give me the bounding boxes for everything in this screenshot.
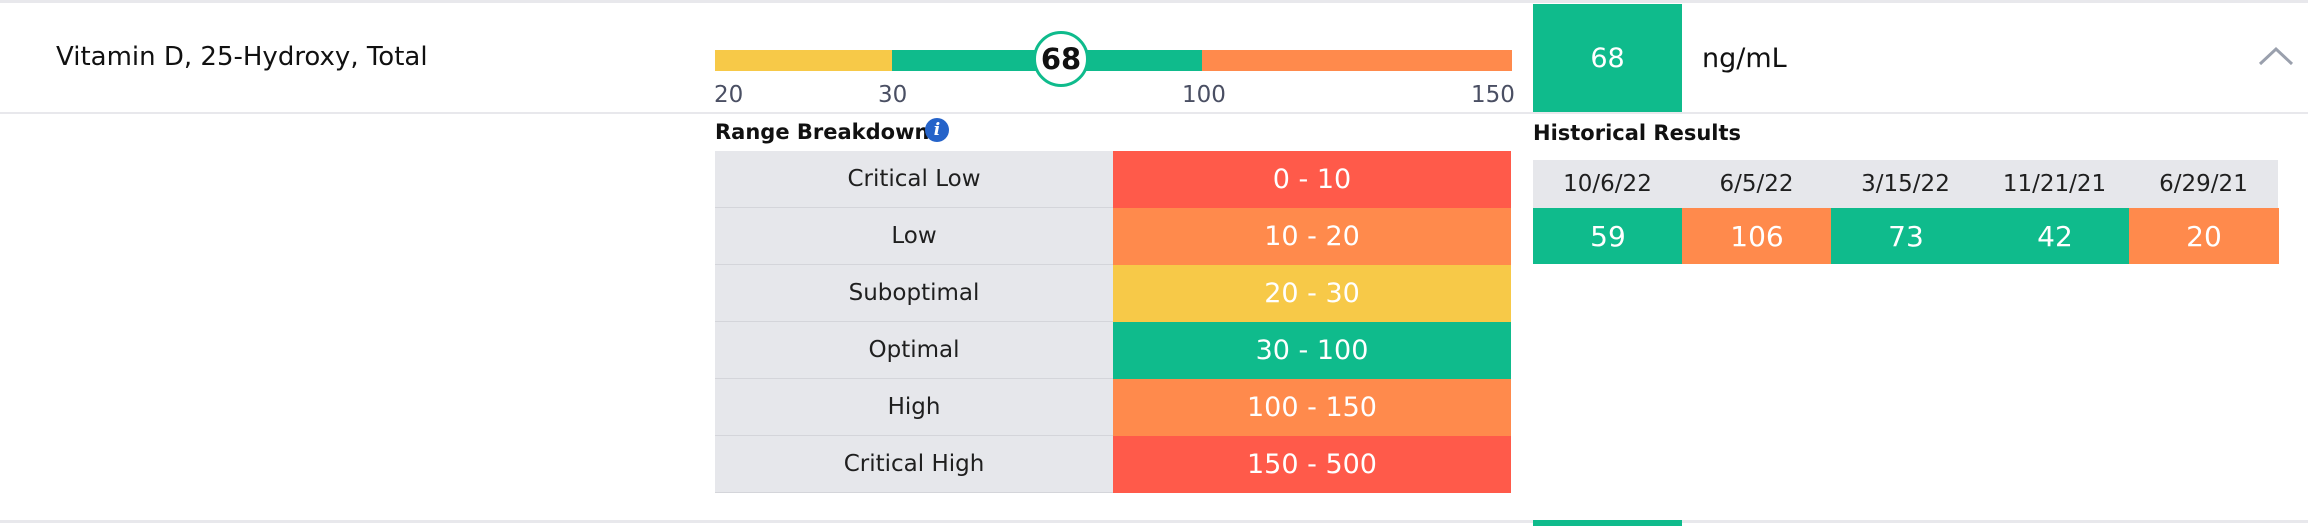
unit-label: ng/mL [1702, 43, 1787, 74]
history-value: 106 [1682, 208, 1832, 264]
range-value: 150 - 500 [1113, 436, 1511, 493]
history-value: 73 [1831, 208, 1981, 264]
range-value: 0 - 10 [1113, 151, 1511, 208]
next-value-box [1533, 520, 1682, 526]
history-value: 42 [1980, 208, 2130, 264]
range-label: Low [715, 208, 1113, 265]
history-value: 20 [2129, 208, 2279, 264]
history-date: 11/21/21 [1980, 160, 2129, 208]
range-value: 100 - 150 [1113, 379, 1511, 436]
biomarker-name: Vitamin D, 25-Hydroxy, Total [56, 42, 428, 72]
value-marker: 68 [1033, 31, 1089, 87]
range-label: Suboptimal [715, 265, 1113, 322]
history-date: 10/6/22 [1533, 160, 1682, 208]
range-value: 20 - 30 [1113, 265, 1511, 322]
history-date: 6/29/21 [2129, 160, 2278, 208]
info-icon[interactable]: i [925, 118, 949, 142]
tick-label: 150 [1471, 82, 1515, 108]
top-divider [0, 0, 2308, 3]
history-value: 59 [1533, 208, 1683, 264]
range-segment-high [1202, 50, 1512, 71]
bottom-divider [0, 520, 2308, 523]
tick-label: 20 [714, 82, 744, 108]
historical-results-title: Historical Results [1533, 121, 1742, 145]
chevron-up-icon[interactable] [2256, 42, 2296, 70]
range-label: Optimal [715, 322, 1113, 379]
tick-label: 100 [1182, 82, 1226, 108]
range-value: 10 - 20 [1113, 208, 1511, 265]
history-date: 6/5/22 [1682, 160, 1831, 208]
range-label: Critical Low [715, 151, 1113, 208]
history-date: 3/15/22 [1831, 160, 1980, 208]
range-segment-suboptimal [715, 50, 892, 71]
range-label: High [715, 379, 1113, 436]
range-value: 30 - 100 [1113, 322, 1511, 379]
current-value-box: 68 [1533, 4, 1682, 112]
tick-label: 30 [878, 82, 908, 108]
range-breakdown-title: Range Breakdown [715, 120, 930, 144]
range-label: Critical High [715, 436, 1113, 493]
row-divider [0, 112, 2308, 114]
